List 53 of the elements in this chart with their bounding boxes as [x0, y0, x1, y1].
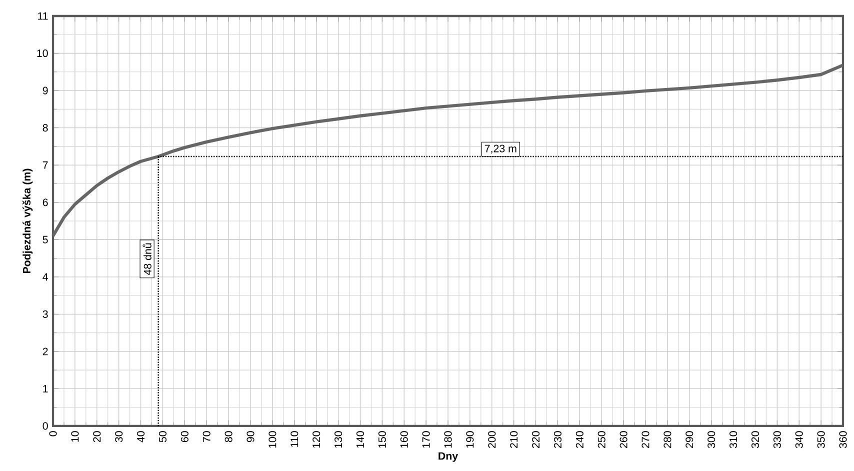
y-tick-label: 1 [43, 385, 48, 392]
x-tick-label: 320 [751, 431, 759, 448]
x-tick-label: 40 [137, 431, 145, 442]
x-tick-label: 350 [817, 431, 825, 448]
x-tick-label: 70 [202, 431, 210, 442]
x-tick-label: 310 [730, 431, 738, 448]
y-tick-label: 4 [42, 273, 48, 281]
x-tick-label: 220 [532, 431, 540, 448]
x-tick-label: 160 [400, 431, 408, 448]
x-tick-label: 300 [708, 431, 716, 448]
x-tick-label: 260 [620, 431, 628, 448]
y-tick-label: 11 [38, 12, 48, 20]
y-tick-label: 8 [42, 124, 48, 132]
x-tick-label: 210 [510, 431, 518, 448]
x-tick-label: 230 [554, 431, 562, 448]
x-tick-label: 120 [312, 431, 320, 448]
x-tick-label: 110 [290, 431, 298, 447]
y-tick-label: 2 [42, 348, 48, 356]
y-tick-label: 5 [42, 236, 48, 244]
x-tick-label: 10 [71, 431, 79, 442]
x-tick-label: 150 [378, 431, 386, 448]
x-tick-label: 340 [795, 431, 803, 448]
y-tick-label: 3 [42, 310, 48, 318]
x-tick-label: 80 [224, 431, 232, 442]
y-tick-label: 6 [42, 198, 48, 206]
x-tick-label: 50 [158, 431, 167, 442]
x-tick-label: 130 [334, 431, 342, 448]
x-tick-label: 190 [466, 431, 474, 448]
x-tick-label: 140 [356, 431, 364, 448]
x-tick-label: 30 [115, 431, 123, 442]
x-tick-label: 60 [180, 431, 188, 442]
x-tick-label: 0 [49, 431, 57, 436]
x-tick-label: 170 [422, 431, 430, 448]
x-axis-title: Dny [438, 452, 458, 462]
x-tick-label: 200 [488, 431, 496, 448]
y-tick-label: 7 [42, 161, 48, 169]
x-tick-label: 20 [93, 431, 101, 442]
x-tick-label: 100 [268, 431, 276, 448]
x-tick-label: 240 [576, 431, 584, 448]
x-tick-label: 90 [246, 431, 254, 442]
y-tick-label: 0 [42, 422, 48, 430]
ref-line-label: 48 dnů [142, 243, 152, 275]
y-axis-title: Podjezdná výška (m) [22, 168, 33, 274]
x-tick-label: 250 [598, 431, 606, 448]
x-tick-label: 280 [664, 431, 672, 448]
x-tick-label: 180 [444, 431, 452, 448]
x-tick-label: 360 [839, 431, 847, 448]
x-tick-label: 290 [686, 431, 694, 448]
x-tick-label: 270 [642, 431, 650, 448]
y-tick-label: 9 [42, 86, 48, 94]
ref-line-label: 7,23 m [484, 144, 516, 154]
x-tick-label: 330 [773, 431, 781, 448]
y-tick-label: 10 [37, 49, 48, 58]
